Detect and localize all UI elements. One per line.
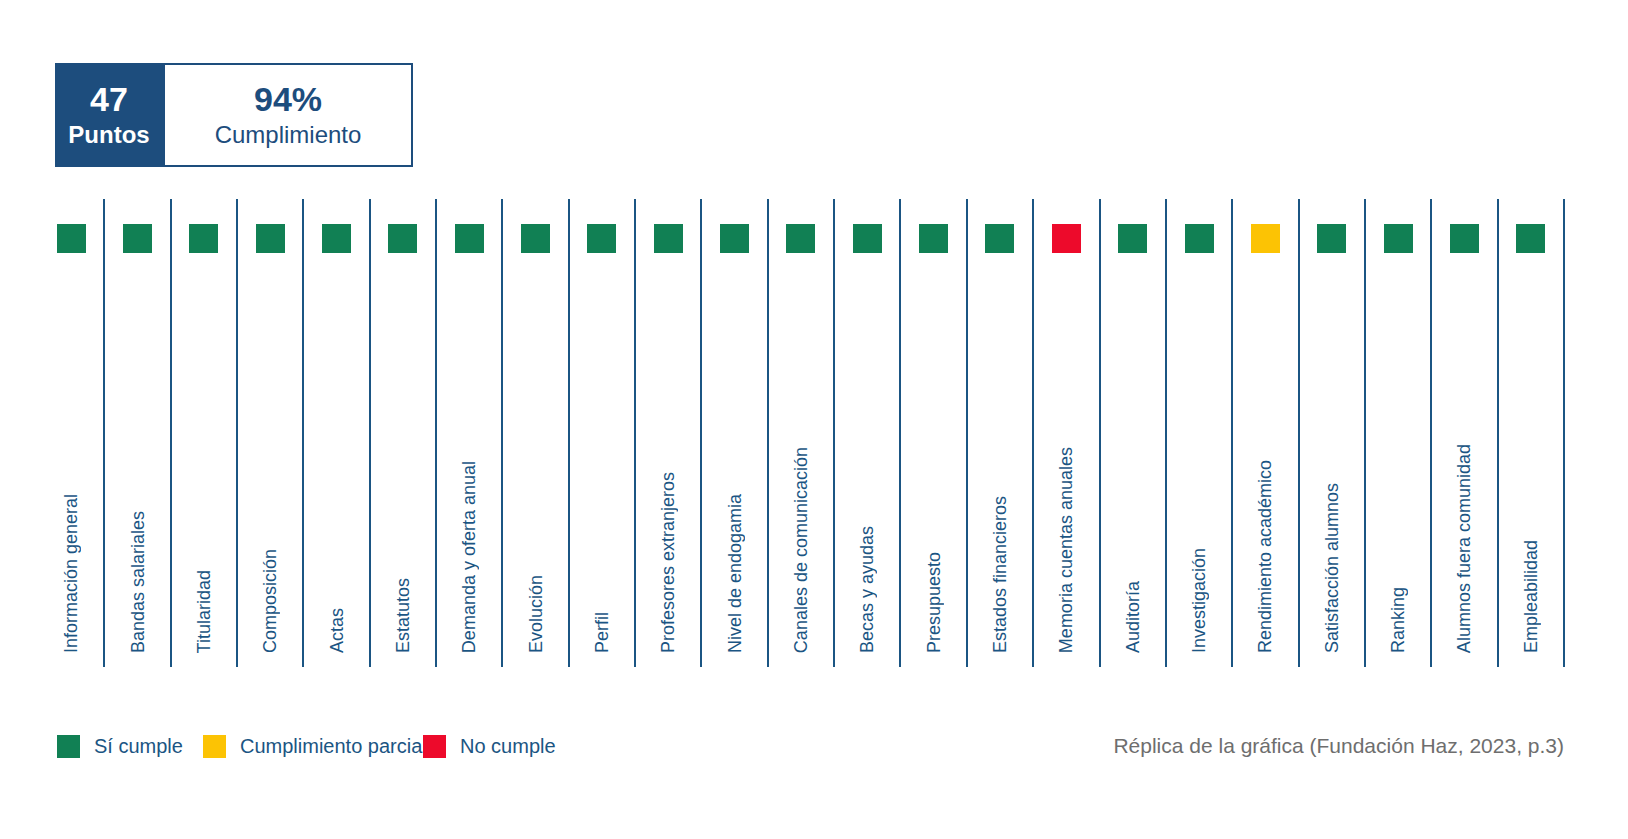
- source-caption: Réplica de la gráfica (Fundación Haz, 20…: [1113, 734, 1564, 758]
- chart-column: Presupuesto: [901, 199, 967, 667]
- chart-column: Actas: [304, 199, 370, 667]
- status-square-si: [587, 224, 616, 253]
- scorecard: 47 Puntos 94% Cumplimiento: [55, 63, 413, 167]
- category-label: Información general: [62, 494, 80, 653]
- chart-column: Bandas salariales: [105, 199, 171, 667]
- points-label: Puntos: [68, 120, 149, 150]
- category-label: Becas y ayudas: [858, 526, 876, 653]
- category-label: Perfil: [593, 612, 611, 653]
- chart-column: Canales de comunicación: [769, 199, 835, 667]
- category-label: Auditoría: [1124, 581, 1142, 653]
- chart-column: Investigación: [1167, 199, 1233, 667]
- status-square-si: [1384, 224, 1413, 253]
- chart-column: Evolución: [503, 199, 569, 667]
- status-square-si: [1450, 224, 1479, 253]
- status-square-si: [322, 224, 351, 253]
- category-label: Investigación: [1190, 548, 1208, 653]
- chart-column: Estados financieros: [968, 199, 1034, 667]
- legend-label: Cumplimiento parcial: [240, 735, 427, 758]
- chart-column: Información general: [39, 199, 105, 667]
- status-square-si: [388, 224, 417, 253]
- legend-label: Sí cumple: [94, 735, 183, 758]
- status-square-si: [189, 224, 218, 253]
- category-label: Presupuesto: [925, 552, 943, 653]
- category-label: Estatutos: [394, 578, 412, 653]
- category-label: Evolución: [527, 575, 545, 653]
- status-square-si: [1516, 224, 1545, 253]
- category-label: Alumnos fuera comunidad: [1455, 444, 1473, 653]
- category-label: Satisfacción alumnos: [1323, 483, 1341, 653]
- category-label: Rendimiento académico: [1256, 460, 1274, 653]
- status-square-si: [455, 224, 484, 253]
- category-label: Memoria cuentas anuales: [1057, 447, 1075, 653]
- category-label: Titularidad: [195, 570, 213, 653]
- chart-column: Rendimiento académico: [1233, 199, 1299, 667]
- category-label: Demanda y oferta anual: [460, 461, 478, 653]
- points-value: 47: [90, 80, 128, 119]
- category-label: Empleabilidad: [1522, 540, 1540, 653]
- chart-column: Satisfacción alumnos: [1300, 199, 1366, 667]
- legend-label: No cumple: [460, 735, 556, 758]
- status-strip: Información general Bandas salariales Titu…: [39, 199, 1565, 667]
- yellow-swatch-icon: [203, 735, 226, 758]
- chart-column: Estatutos: [371, 199, 437, 667]
- chart-column: Demanda y oferta anual: [437, 199, 503, 667]
- category-label: Ranking: [1389, 587, 1407, 653]
- category-label: Profesores extranjeros: [659, 472, 677, 653]
- category-label: Nivel de endogamia: [726, 494, 744, 653]
- compliance-label: Cumplimiento: [215, 120, 362, 150]
- chart-column: Alumnos fuera comunidad: [1432, 199, 1498, 667]
- chart-column: Profesores extranjeros: [636, 199, 702, 667]
- chart-canvas: 47 Puntos 94% Cumplimiento Información g…: [0, 0, 1628, 839]
- status-square-si: [720, 224, 749, 253]
- status-square-si: [521, 224, 550, 253]
- status-square-si: [985, 224, 1014, 253]
- category-label: Actas: [328, 608, 346, 653]
- status-square-si: [57, 224, 86, 253]
- chart-column: Composición: [238, 199, 304, 667]
- status-square-si: [654, 224, 683, 253]
- status-square-parcial: [1251, 224, 1280, 253]
- chart-column: Ranking: [1366, 199, 1432, 667]
- category-label: Canales de comunicación: [792, 447, 810, 653]
- points-box: 47 Puntos: [55, 63, 163, 167]
- status-square-si: [919, 224, 948, 253]
- compliance-box: 94% Cumplimiento: [163, 63, 413, 167]
- status-square-si: [1185, 224, 1214, 253]
- legend-item-cumplimiento-parcial: Cumplimiento parcial: [203, 735, 427, 758]
- status-square-si: [1118, 224, 1147, 253]
- status-square-si: [256, 224, 285, 253]
- chart-column: Titularidad: [172, 199, 238, 667]
- chart-column: Empleabilidad: [1499, 199, 1565, 667]
- category-label: Estados financieros: [991, 496, 1009, 653]
- status-square-si: [123, 224, 152, 253]
- chart-column: Memoria cuentas anuales: [1034, 199, 1100, 667]
- status-square-si: [853, 224, 882, 253]
- legend-item-no-cumple: No cumple: [423, 735, 556, 758]
- category-label: Composición: [261, 549, 279, 653]
- compliance-value: 94%: [254, 80, 322, 119]
- status-square-no: [1052, 224, 1081, 253]
- status-square-si: [786, 224, 815, 253]
- chart-column: Perfil: [570, 199, 636, 667]
- status-square-si: [1317, 224, 1346, 253]
- chart-column: Nivel de endogamia: [702, 199, 768, 667]
- legend-item-si-cumple: Sí cumple: [57, 735, 183, 758]
- green-swatch-icon: [57, 735, 80, 758]
- chart-column: Becas y ayudas: [835, 199, 901, 667]
- chart-column: Auditoría: [1101, 199, 1167, 667]
- category-label: Bandas salariales: [129, 511, 147, 653]
- red-swatch-icon: [423, 735, 446, 758]
